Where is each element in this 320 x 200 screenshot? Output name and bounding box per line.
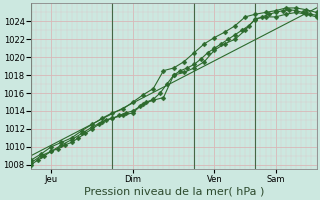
X-axis label: Pression niveau de la mer( hPa ): Pression niveau de la mer( hPa ) [84,187,264,197]
